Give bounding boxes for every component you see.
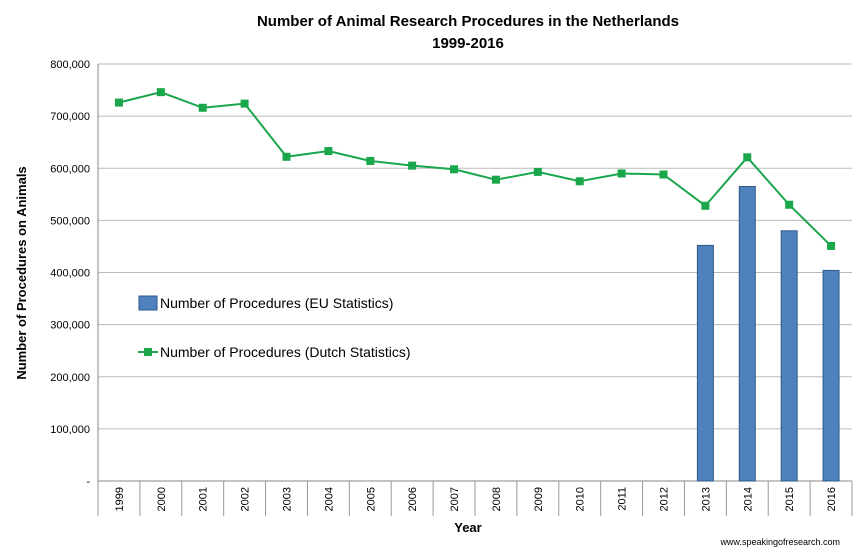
y-tick-label: 700,000 [50, 111, 90, 123]
x-tick-label: 2008 [491, 487, 503, 511]
x-axis-label: Year [454, 520, 481, 535]
x-tick-label: 2002 [240, 487, 252, 511]
point-2008 [491, 175, 500, 184]
point-2011 [617, 169, 626, 178]
chart-subtitle: 1999-2016 [432, 35, 504, 52]
point-2010 [575, 177, 584, 186]
y-tick-label: 800,000 [50, 59, 90, 71]
y-tick-label: - [86, 476, 90, 488]
point-2001 [198, 103, 207, 112]
point-2000 [156, 88, 165, 97]
x-tick-label: 1999 [114, 487, 126, 511]
x-tick-label: 2007 [449, 487, 461, 511]
point-2013 [701, 201, 710, 210]
x-tick-label: 2003 [282, 487, 294, 511]
point-2015 [785, 200, 794, 209]
bar-2016 [822, 269, 840, 482]
bar-2014 [738, 185, 756, 482]
legend-line-marker [144, 348, 152, 356]
x-tick-label: 2004 [323, 487, 335, 511]
y-tick-label: 600,000 [50, 163, 90, 175]
x-tick-label: 2006 [407, 487, 419, 511]
y-axis-label: Number of Procedures on Animals [14, 166, 29, 379]
x-tick-label: 2016 [826, 487, 838, 511]
x-tick-label: 2012 [659, 487, 671, 511]
bar-2013 [696, 244, 714, 482]
point-2009 [533, 167, 542, 176]
legend: Number of Procedures (EU Statistics) Num… [138, 295, 411, 360]
credit: www.speakingofresearch.com [719, 537, 840, 547]
point-1999 [114, 98, 123, 107]
y-tick-label: 400,000 [50, 268, 90, 280]
bar-2015 [780, 230, 798, 482]
y-tick-label: 500,000 [50, 215, 90, 227]
x-tick-label: 2014 [742, 487, 754, 511]
chart-title: Number of Animal Research Procedures in … [257, 13, 679, 30]
x-tick-label: 2010 [575, 487, 587, 511]
legend-line-label: Number of Procedures (Dutch Statistics) [160, 344, 411, 360]
x-tick-label: 2013 [700, 487, 712, 511]
point-2003 [282, 152, 291, 161]
point-2007 [450, 165, 459, 174]
point-2005 [366, 156, 375, 165]
point-2002 [240, 99, 249, 108]
x-tick-label: 2005 [365, 487, 377, 511]
legend-bar-label: Number of Procedures (EU Statistics) [160, 295, 393, 311]
dutch-line [118, 91, 832, 247]
y-tick-label: 300,000 [50, 320, 90, 332]
point-2014 [743, 153, 752, 162]
x-tick-label: 2015 [784, 487, 796, 511]
x-tick-label: 2001 [198, 487, 210, 511]
x-tick-label: 2009 [533, 487, 545, 511]
point-2004 [324, 147, 333, 156]
y-tick-label: 200,000 [50, 372, 90, 384]
point-2012 [659, 170, 668, 179]
x-tick-label: 2000 [156, 487, 168, 511]
x-tick-label: 2011 [617, 487, 629, 511]
legend-bar-swatch [138, 295, 158, 311]
point-2006 [408, 161, 417, 170]
y-tick-label: 100,000 [50, 424, 90, 436]
point-2016 [827, 241, 836, 250]
